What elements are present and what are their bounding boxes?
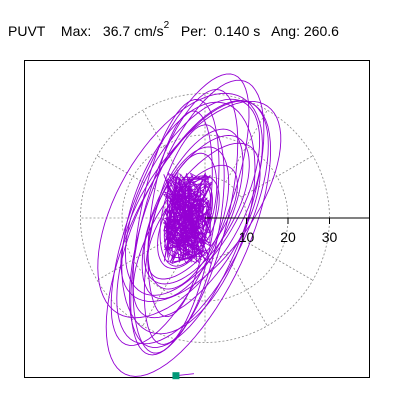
motion-trace-core [163,172,213,264]
chart-header: PUVT Max: 36.7 cm/s2 Per: 0.140 s Ang: 2… [8,20,339,42]
radial-spoke [96,155,170,198]
motion-trace [159,152,218,267]
motion-trace [125,98,261,296]
motion-trace [105,100,272,377]
x-tick-label: 10 [239,229,255,245]
x-tick-label: 20 [280,229,296,245]
max-unit-exponent: 2 [163,20,170,31]
radial-spoke [225,253,268,327]
period-value: 0.140 s [214,23,261,39]
motion-trace [132,99,220,354]
motion-trace [130,88,239,356]
period-label: Per: [180,23,207,39]
motion-trace [147,146,230,290]
max-value: 36.7 [102,23,131,39]
angle-label: Ang: [271,23,300,39]
x-tick-label: 30 [322,229,338,245]
max-label: Max: [60,23,92,39]
motion-trace [116,100,269,345]
motion-trace [143,124,225,345]
radial-spoke [240,155,314,198]
motion-trace [147,110,213,318]
radial-spoke [240,238,314,281]
station-code: PUVT [8,23,46,39]
radial-spoke [142,109,185,183]
motion-trace [132,142,261,319]
motion-trace [141,128,244,300]
motion-trace [121,101,256,335]
angle-value: 260.6 [303,23,339,39]
start-marker [172,372,180,380]
max-unit: cm/s [134,23,164,39]
motion-trace [110,73,250,346]
